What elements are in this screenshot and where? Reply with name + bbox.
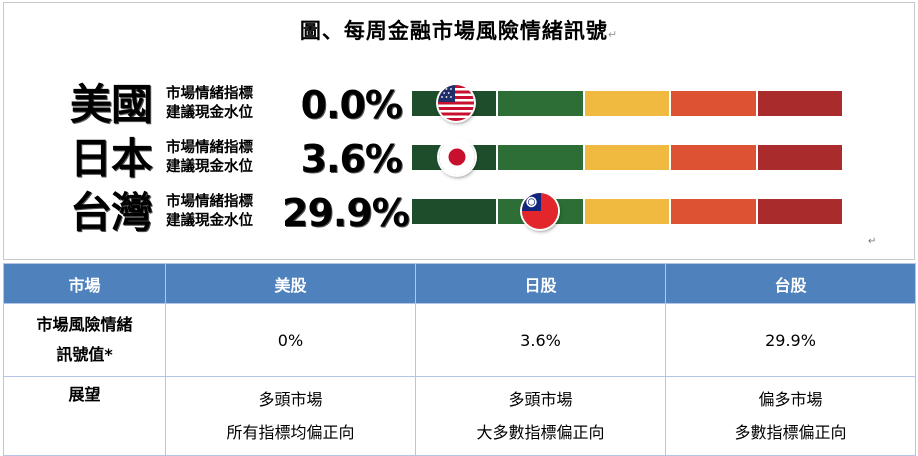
japan-flag-icon [439,139,475,175]
gauge-segment [498,91,583,116]
row-label-line1: 市場風險情緒 [36,315,133,334]
gauge-segment [584,91,670,116]
cash-level-percent: 3.6% [300,137,403,181]
row-label-signal: 市場風險情緒 訊號值* [3,303,166,377]
outlook-taiwan: 偏多市場 多數指標偏正向 [665,376,916,456]
gauge-segment [671,91,756,116]
gauge-segment [671,199,756,224]
figure-title-text: 圖、每周金融市場風險情緒訊號 [299,19,608,43]
outlook-us: 多頭市場 所有指標均偏正向 [165,376,416,456]
signal-table: 市場 美股 日股 台股 市場風險情緒 訊號值* 0% 3.6% 29.9% 展望… [3,263,916,456]
caption-line1: 市場情緒指標 [166,140,253,156]
country-name: 美國 [70,80,153,129]
outlook-detail: 所有指標均偏正向 [226,423,355,442]
outlook-japan: 多頭市場 大多數指標偏正向 [415,376,666,456]
gauge-segment [757,91,842,116]
gauge-segment [757,145,842,170]
caption-line2: 建議現金水位 [166,105,253,121]
table-row-signal: 市場風險情緒 訊號值* 0% 3.6% 29.9% [3,303,916,377]
gauge-segment [498,145,583,170]
gauge-bar [412,199,842,224]
outlook-detail: 大多數指標偏正向 [476,423,605,442]
country-name: 台灣 [70,188,153,237]
gauge-segment [412,199,497,224]
row-label-line2: 訊號值* [56,345,113,364]
paragraph-mark-icon: ↵ [868,236,877,247]
gauge-row-japan: 日本 市場情緒指標 建議現金水位 3.6% [4,133,916,185]
outlook-status: 偏多市場 [758,390,823,409]
outlook-status: 多頭市場 [508,390,573,409]
gauge-segment [584,199,670,224]
caption-line1: 市場情緒指標 [166,194,253,210]
header-us-stocks: 美股 [165,263,416,304]
caption-line2: 建議現金水位 [166,213,253,229]
gauge-segment [757,199,842,224]
outlook-detail: 多數指標偏正向 [734,423,847,442]
taiwan-flag-icon [522,193,558,229]
country-name: 日本 [70,134,153,183]
gauge-segment [671,145,756,170]
gauge-row-taiwan: 台灣 市場情緒指標 建議現金水位 29.9% [4,187,916,239]
gauge-bar [412,91,842,116]
figure-panel: 圖、每周金融市場風險情緒訊號↵ 美國 市場情緒指標 建議現金水位 0.0% [3,2,915,260]
signal-value-taiwan: 29.9% [665,303,916,377]
table-row-outlook: 展望 多頭市場 所有指標均偏正向 多頭市場 大多數指標偏正向 偏多市場 多數指標… [3,376,916,456]
indicator-caption: 市場情緒指標 建議現金水位 [166,139,253,177]
caption-line2: 建議現金水位 [166,159,253,175]
row-label-outlook: 展望 [3,376,166,456]
header-japan-stocks: 日股 [415,263,666,304]
table-header-row: 市場 美股 日股 台股 [3,263,916,304]
gauge-row-us: 美國 市場情緒指標 建議現金水位 0.0% [4,79,916,131]
indicator-caption: 市場情緒指標 建議現金水位 [166,193,253,231]
cash-level-percent: 29.9% [282,191,410,235]
signal-value-us: 0% [165,303,416,377]
caption-line1: 市場情緒指標 [166,86,253,102]
header-market: 市場 [3,263,166,304]
gauge-segment [584,145,670,170]
figure-title: 圖、每周金融市場風險情緒訊號↵ [4,15,914,45]
cash-level-percent: 0.0% [300,83,403,127]
header-taiwan-stocks: 台股 [665,263,916,304]
signal-value-japan: 3.6% [415,303,666,377]
paragraph-mark-icon: ↵ [607,28,619,41]
us-flag-icon [438,85,474,121]
gauge-bar [412,145,842,170]
indicator-caption: 市場情緒指標 建議現金水位 [166,85,253,123]
outlook-status: 多頭市場 [258,390,323,409]
